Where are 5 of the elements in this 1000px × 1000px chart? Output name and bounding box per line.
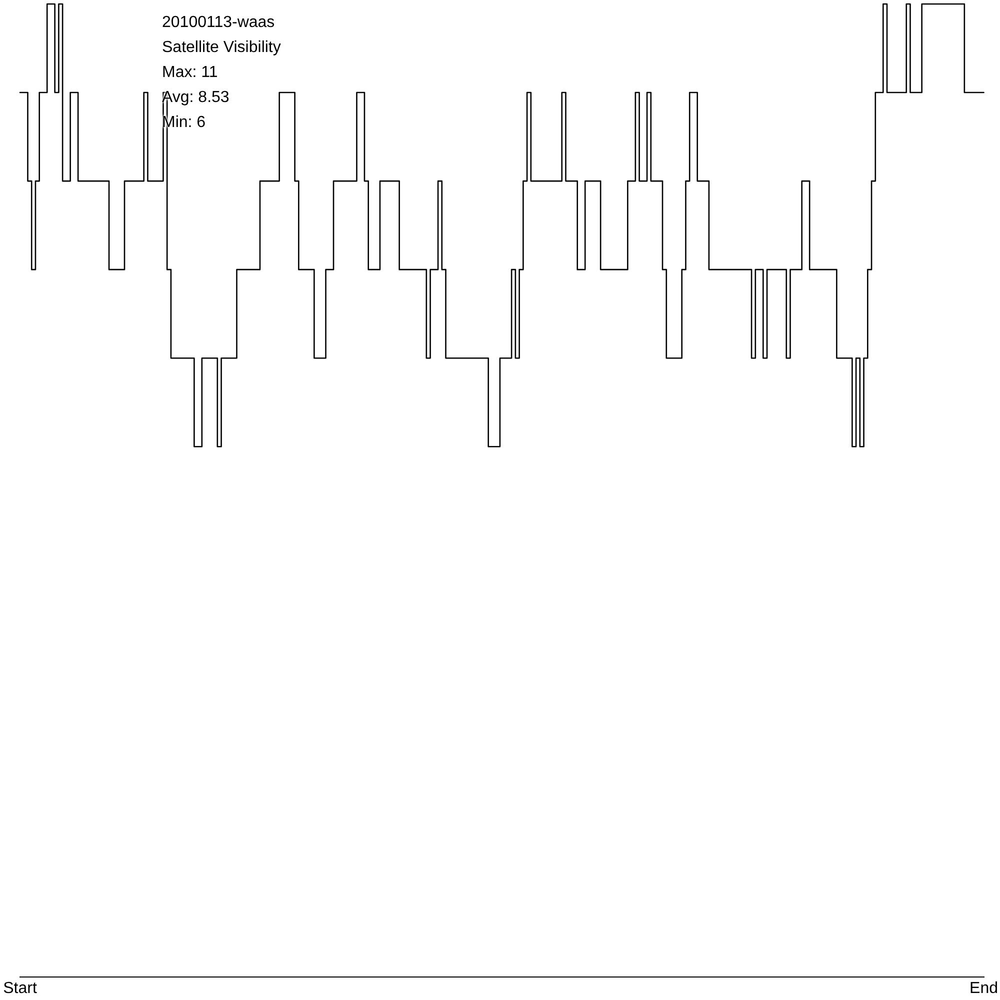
annotation: Max: 11	[162, 63, 218, 83]
x-tick-label: Start	[3, 980, 38, 997]
x-tick-label: End	[970, 980, 998, 997]
text: 20100113-waas	[162, 13, 275, 33]
text: Satellite Visibility	[162, 38, 281, 58]
